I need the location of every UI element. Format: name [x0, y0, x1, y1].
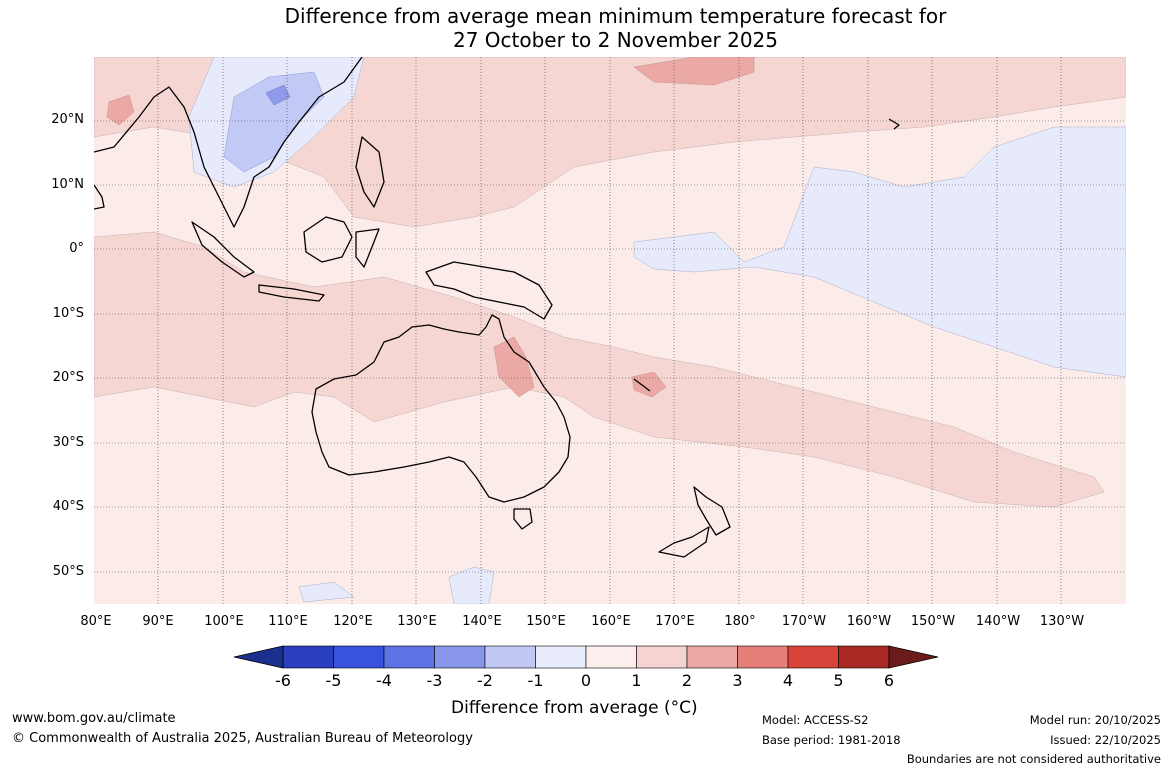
colorbar-high-extend: [888, 645, 939, 669]
colorbar-title: Difference from average (°C): [451, 698, 698, 718]
title-line-2: 27 October to 2 November 2025: [452, 28, 779, 52]
new-zealand-north-coastline: [693, 486, 731, 536]
lon-label-180: 180°: [724, 614, 756, 629]
lat-label-50s: 50°S: [52, 564, 84, 579]
chart-title: Difference from average mean minimum tem…: [0, 4, 1173, 52]
java-coastline: [258, 284, 325, 302]
lon-label-110e: 110°E: [268, 614, 308, 629]
colorbar-cell: [484, 645, 536, 669]
lon-label-170e: 170°E: [655, 614, 695, 629]
colorbar: [233, 645, 939, 669]
lat-label-10n: 10°N: [51, 177, 84, 192]
lon-label-170w: 170°W: [781, 614, 827, 629]
colorbar-cell: [333, 645, 385, 669]
boundaries-disclaimer: Boundaries are not considered authoritat…: [906, 752, 1161, 766]
tasmania-coastline: [513, 508, 533, 530]
colorbar-cell: [838, 645, 890, 669]
colorbar-tick-label: -5: [325, 671, 342, 690]
sri-lanka-coastline: [94, 184, 105, 210]
lon-label-80e: 80°E: [80, 614, 112, 629]
lon-label-140w: 140°W: [975, 614, 1021, 629]
anomaly-region-minus1to0-pacific: [633, 126, 1126, 378]
lon-label-120e: 120°E: [333, 614, 373, 629]
model-name: Model: ACCESS-S2: [762, 713, 869, 727]
lat-label-0: 0°: [69, 241, 84, 256]
copyright-text: © Commonwealth of Australia 2025, Austra…: [12, 731, 473, 746]
new-guinea-coastline: [425, 261, 553, 320]
colorbar-cell: [787, 645, 839, 669]
website-link[interactable]: www.bom.gov.au/climate: [12, 711, 176, 726]
anomaly-region-2to3-queensland: [493, 336, 535, 398]
colorbar-cell: [737, 645, 789, 669]
colorbar-cell: [636, 645, 688, 669]
hawaii-coastline: [888, 118, 900, 130]
philippines-coastline: [355, 136, 385, 208]
lon-label-130e: 130°E: [397, 614, 437, 629]
colorbar-tick-label: 2: [681, 671, 693, 690]
new-caledonia-coastline: [633, 378, 651, 392]
lon-label-130w: 130°W: [1039, 614, 1085, 629]
colorbar-cell: [686, 645, 738, 669]
asia-mainland-coastline: [94, 57, 363, 228]
colorbar-cell: [282, 645, 334, 669]
anomaly-region-minus1to0-south-2: [298, 581, 355, 603]
lon-label-140e: 140°E: [462, 614, 502, 629]
lon-label-150e: 150°E: [526, 614, 566, 629]
colorbar-tick-label: -4: [376, 671, 392, 690]
colorbar-tick-label: 4: [782, 671, 794, 690]
colorbar-tick-label: 5: [833, 671, 844, 690]
borneo-coastline: [303, 216, 353, 263]
colorbar-tick-label: -2: [477, 671, 493, 690]
graticule: [94, 57, 1126, 604]
colorbar-cell: [383, 645, 435, 669]
new-zealand-south-coastline: [658, 526, 710, 558]
anomaly-region-minus2to-1-asia: [223, 71, 325, 173]
colorbar-tick-label: 0: [580, 671, 592, 690]
colorbar-cell: [434, 645, 486, 669]
anomaly-region-2to3-north-pacific: [633, 57, 755, 86]
map-svg: [94, 57, 1126, 604]
colorbar-tick-label: 6: [883, 671, 895, 690]
colorbar-tick-label: 1: [631, 671, 642, 690]
anomaly-region-2to3-india: [106, 94, 135, 126]
colorbar-tick-label: -1: [527, 671, 544, 690]
colorbar-low-extend: [233, 645, 284, 669]
colorbar-tick-label: -6: [275, 671, 291, 690]
colorbar-cell: [585, 645, 637, 669]
anomaly-region-minus1to0-south-1: [448, 566, 495, 604]
sumatra-coastline: [191, 221, 255, 278]
lon-label-100e: 100°E: [204, 614, 244, 629]
colorbar-tick-label: 3: [732, 671, 743, 690]
lon-label-160w: 160°W: [846, 614, 892, 629]
colorbar-tick-label: -3: [426, 671, 443, 690]
model-run-date: Model run: 20/10/2025: [1029, 713, 1161, 727]
lon-label-90e: 90°E: [142, 614, 174, 629]
colorbar-cell: [535, 645, 587, 669]
forecast-map: [94, 57, 1126, 604]
base-period: Base period: 1981-2018: [762, 733, 901, 747]
lat-label-20s: 20°S: [52, 370, 84, 385]
lat-label-20n: 20°N: [51, 112, 84, 127]
lat-label-10s: 10°S: [52, 306, 84, 321]
coastlines: [94, 57, 900, 558]
anomaly-region-1to2-central: [94, 231, 1105, 508]
lat-label-30s: 30°S: [52, 435, 84, 450]
lon-label-150w: 150°W: [910, 614, 956, 629]
australia-coastline: [311, 314, 571, 503]
sulawesi-coastline: [355, 228, 380, 268]
lat-label-40s: 40°S: [52, 499, 84, 514]
issued-date: Issued: 22/10/2025: [1050, 733, 1161, 747]
lon-label-160e: 160°E: [591, 614, 631, 629]
anomaly-region-minus3to-2-asia: [265, 84, 291, 106]
title-line-1: Difference from average mean minimum tem…: [284, 4, 947, 28]
